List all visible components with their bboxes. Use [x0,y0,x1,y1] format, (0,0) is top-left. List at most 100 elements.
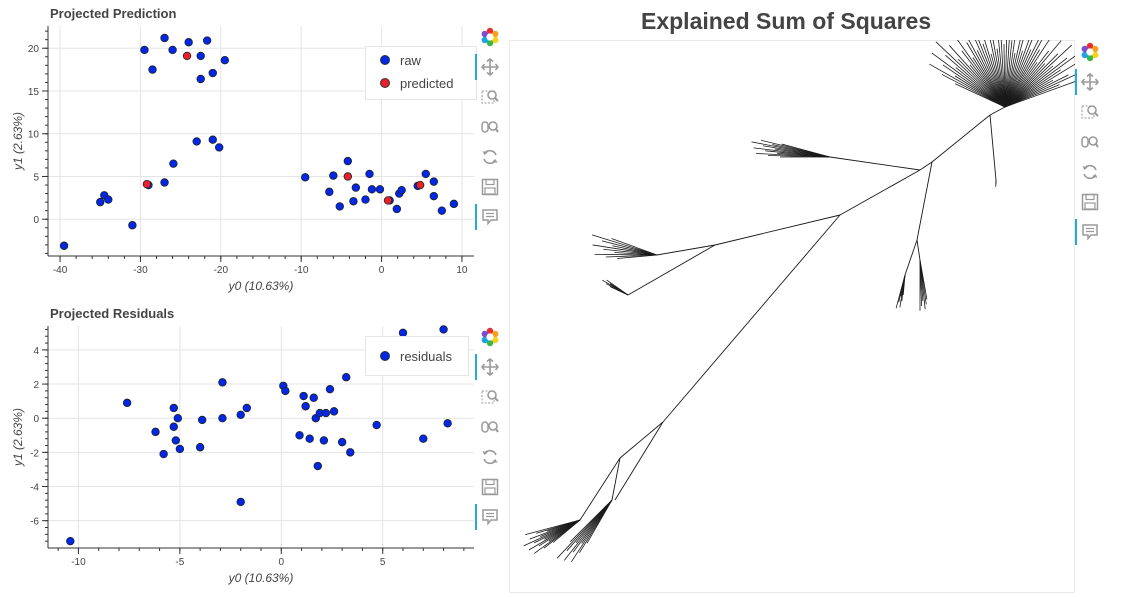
scatter-point-raw[interactable] [160,33,169,43]
scatter-point-residuals[interactable] [218,378,227,387]
scatter-point-residuals[interactable] [309,393,318,402]
box-zoom-tool-button[interactable] [475,84,505,110]
scatter-point-raw[interactable] [208,68,217,78]
scatter-point-raw[interactable] [361,195,370,204]
scatter-point-raw[interactable] [196,51,205,61]
box-zoom-tool-button[interactable] [475,384,505,410]
scatter-point-raw[interactable] [301,173,310,182]
scatter-point-residuals[interactable] [236,410,245,419]
scatter-point-residuals[interactable] [439,325,448,334]
scatter-point-raw[interactable] [429,177,439,186]
scatter-point-residuals[interactable] [159,449,168,459]
scatter-point-residuals[interactable] [346,448,355,457]
bokeh-logo-tool-button[interactable] [475,324,505,350]
wheel-zoom-tool-button[interactable] [1075,129,1105,155]
scatter-point-predicted[interactable] [182,51,192,61]
scatter-point-residuals[interactable] [321,408,331,418]
pan-tool-button[interactable] [475,354,505,380]
scatter-point-raw[interactable] [104,195,113,204]
wheel-zoom-tool-button[interactable] [475,414,505,440]
scatter-point-residuals[interactable] [419,434,428,443]
reset-tool-button[interactable] [1075,159,1105,185]
box-zoom-tool-button[interactable] [1075,99,1105,125]
hover-tool-button[interactable] [475,204,505,230]
scatter-point-predicted[interactable] [415,180,425,190]
scatter-point-residuals[interactable] [305,434,314,443]
scatter-point-residuals[interactable] [169,403,178,413]
hover-tool-button[interactable] [475,504,505,530]
scatter-point-residuals[interactable] [151,427,160,437]
scatter-point-raw[interactable] [375,185,385,194]
scatter-point-residuals[interactable] [122,398,132,408]
scatter-point-residuals[interactable] [66,536,75,546]
scatter-point-raw[interactable] [192,137,201,146]
scatter-point-residuals[interactable] [197,415,207,425]
scatter-point-raw[interactable] [351,183,361,192]
bokeh-logo-tool-button[interactable] [1075,39,1105,65]
scatter-point-residuals[interactable] [372,420,381,430]
scatter-point-raw[interactable] [365,169,374,179]
scatter-point-residuals[interactable] [169,422,178,431]
scatter-point-raw[interactable] [367,185,377,194]
scatter-point-raw[interactable] [349,197,358,206]
scatter-point-raw[interactable] [59,241,69,250]
scatter-point-residuals[interactable] [313,461,322,471]
scatter-point-raw[interactable] [140,45,149,55]
scatter-point-raw[interactable] [220,56,230,65]
scatter-point-raw[interactable] [160,178,169,187]
scatter-point-raw[interactable] [397,185,406,195]
scatter-point-raw[interactable] [208,135,217,144]
scatter-point-raw[interactable] [343,156,353,166]
scatter-point-residuals[interactable] [342,373,351,382]
bokeh-logo-tool-button[interactable] [475,24,505,50]
scatter-point-raw[interactable] [335,202,344,211]
scatter-point-raw[interactable] [215,143,224,152]
scatter-point-raw[interactable] [421,169,430,179]
scatter-point-residuals[interactable] [295,431,304,440]
scatter-point-predicted[interactable] [142,179,152,189]
pan-icon [481,58,499,76]
scatter-point-residuals[interactable] [218,414,227,423]
scatter-point-raw[interactable] [449,199,459,209]
scatter-point-residuals[interactable] [175,444,185,454]
pan-tool-button[interactable] [475,54,505,80]
scatter-point-raw[interactable] [202,36,212,45]
scatter-point-residuals[interactable] [242,403,251,413]
scatter-point-predicted[interactable] [343,172,353,181]
scatter-point-raw[interactable] [437,206,447,215]
save-tool-button[interactable] [1075,189,1105,215]
scatter-point-residuals[interactable] [319,436,329,445]
scatter-point-residuals[interactable] [173,414,183,423]
reset-tool-button[interactable] [475,444,505,470]
reset-tool-button[interactable] [475,144,505,170]
pan-tool-button[interactable] [1075,69,1105,95]
scatter-point-residuals[interactable] [443,419,452,428]
scatter-point-raw[interactable] [429,191,439,201]
explained-sum-of-squares-tree[interactable] [509,40,1075,593]
scatter-point-raw[interactable] [169,159,178,168]
scatter-point-residuals[interactable] [301,402,310,411]
scatter-point-raw[interactable] [325,187,334,197]
bottom-scatter-chart[interactable]: -10 -5 0 5 -6 -4 -2 0 2 4 y0 (10.63%) y1 (2.63%) [0,320,480,596]
scatter-point-residuals[interactable] [325,384,335,394]
save-tool-button[interactable] [475,474,505,500]
scatter-point-residuals[interactable] [329,407,339,416]
scatter-point-raw[interactable] [392,204,402,214]
scatter-point-residuals[interactable] [281,386,290,396]
scatter-point-residuals[interactable] [299,391,308,401]
scatter-point-residuals[interactable] [195,443,205,452]
scatter-point-residuals[interactable] [236,497,245,507]
scatter-point-raw[interactable] [196,74,205,84]
scatter-point-residuals[interactable] [337,437,347,447]
scatter-point-predicted[interactable] [383,196,393,205]
scatter-point-raw[interactable] [96,197,105,207]
scatter-point-residuals[interactable] [171,436,180,445]
save-tool-button[interactable] [475,174,505,200]
wheel-zoom-tool-button[interactable] [475,114,505,140]
scatter-point-raw[interactable] [184,38,193,47]
scatter-point-raw[interactable] [168,45,177,55]
scatter-point-raw[interactable] [148,65,157,74]
scatter-point-raw[interactable] [128,221,137,230]
hover-tool-button[interactable] [1075,219,1105,245]
scatter-point-raw[interactable] [329,171,338,180]
